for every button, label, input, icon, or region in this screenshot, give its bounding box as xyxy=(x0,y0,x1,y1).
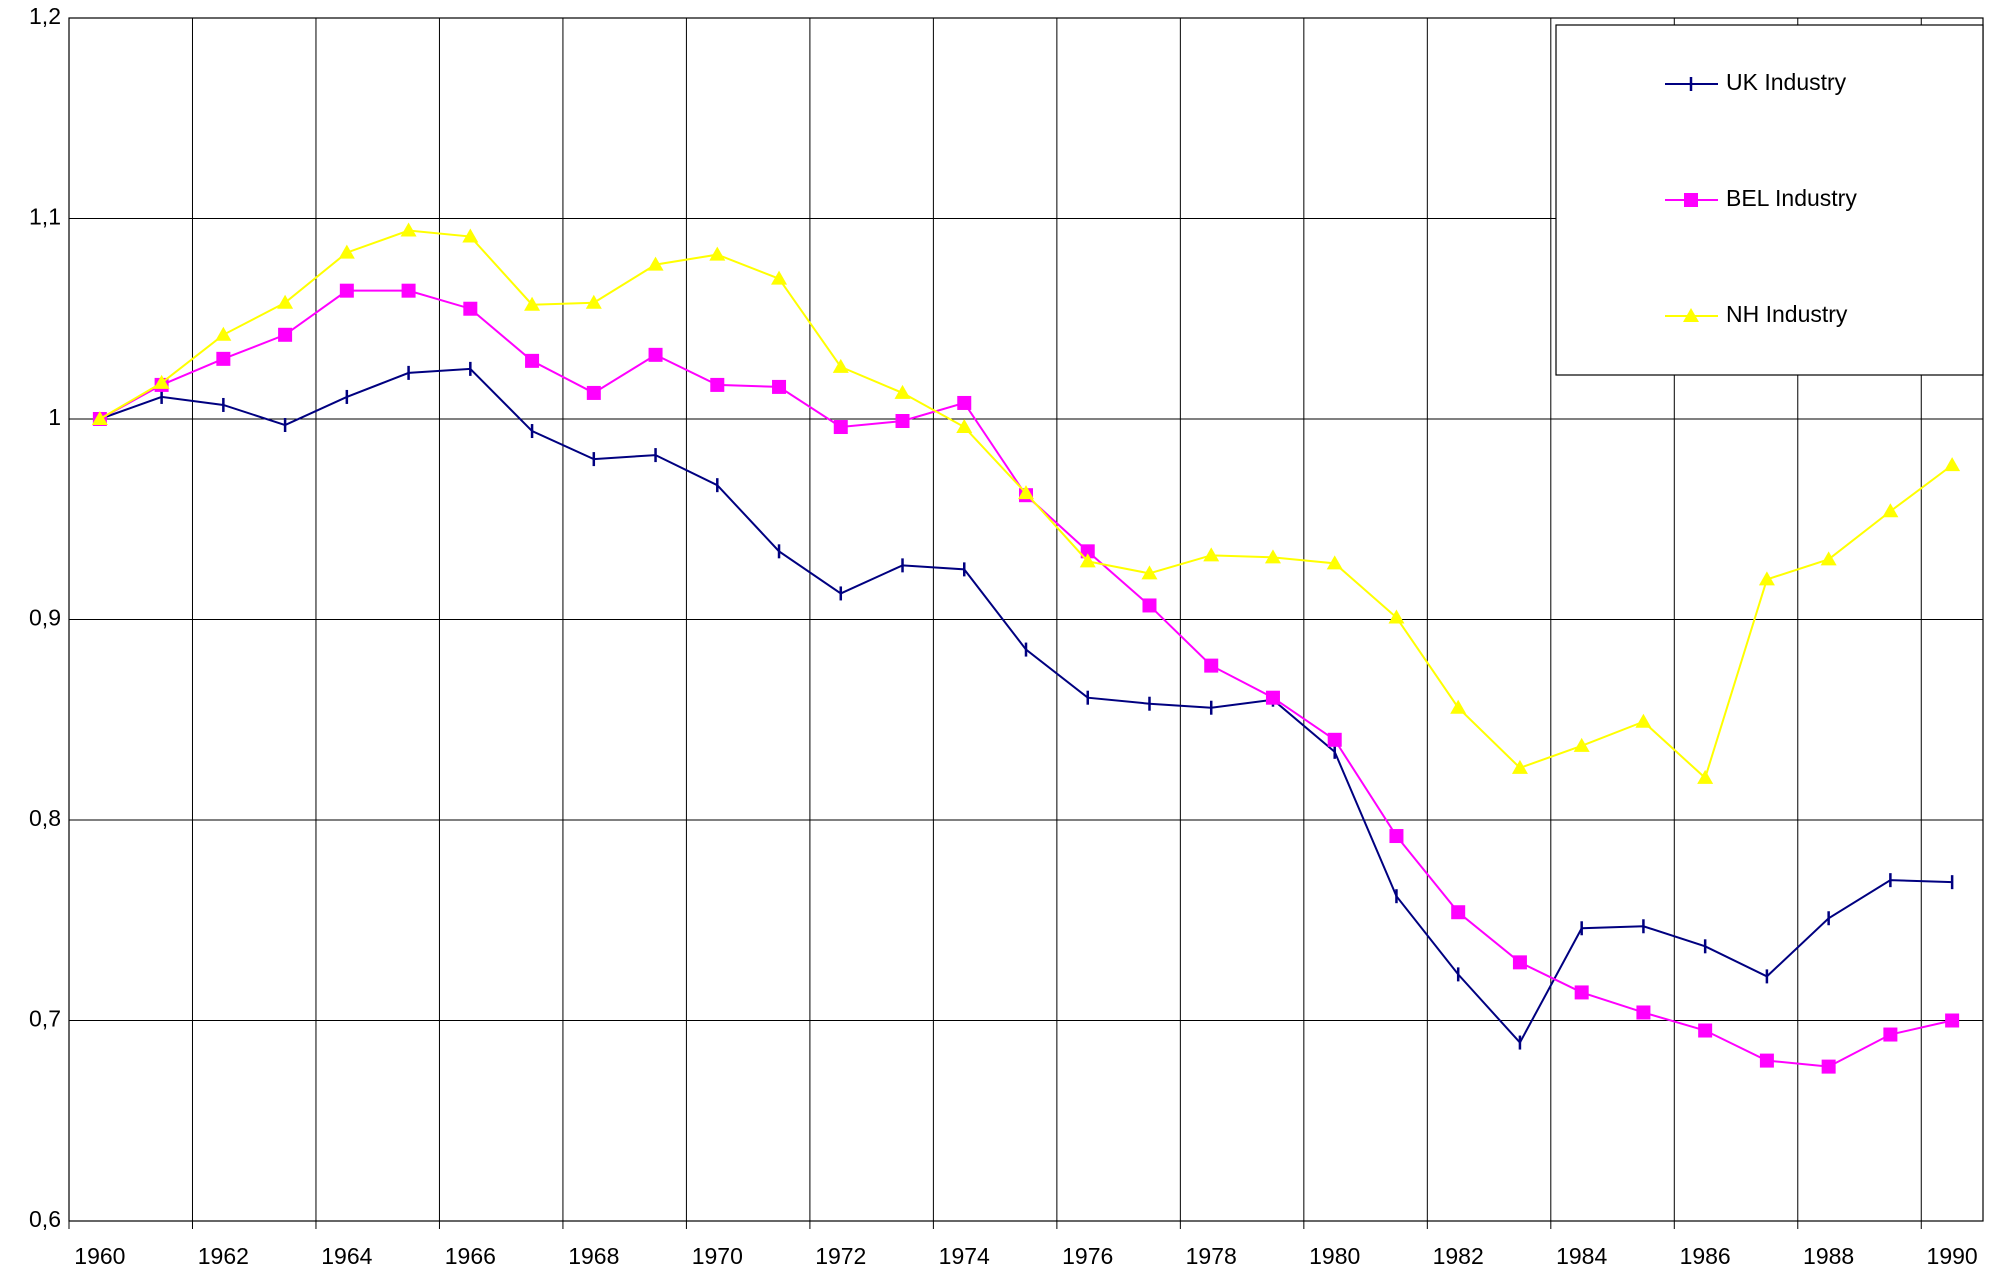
marker xyxy=(278,327,293,342)
marker xyxy=(1683,308,1699,322)
x-tick-label: 1976 xyxy=(1062,1243,1113,1269)
marker xyxy=(894,384,911,399)
marker xyxy=(91,411,108,425)
marker xyxy=(1684,193,1698,207)
marker xyxy=(709,246,726,261)
marker xyxy=(771,270,788,285)
marker xyxy=(1203,547,1220,562)
plot-frame xyxy=(68,17,1984,1222)
marker xyxy=(1326,555,1343,570)
marker xyxy=(1264,549,1281,564)
x-tick-label: 1986 xyxy=(1680,1243,1731,1269)
marker xyxy=(277,294,294,309)
y-tick-label: 1,2 xyxy=(29,3,61,29)
marker xyxy=(1451,905,1466,920)
marker xyxy=(401,283,416,298)
marker xyxy=(1018,485,1034,500)
x-tick-label: 1960 xyxy=(74,1243,125,1269)
x-tick-label: 1982 xyxy=(1433,1243,1484,1269)
y-tick-label: 1,1 xyxy=(29,204,61,230)
x-tick-label: 1970 xyxy=(692,1243,743,1269)
marker xyxy=(1945,1013,1960,1028)
marker xyxy=(1944,457,1961,472)
marker xyxy=(957,395,972,410)
marker xyxy=(1080,544,1095,559)
marker xyxy=(1450,699,1467,714)
marker xyxy=(216,351,231,366)
marker xyxy=(1388,609,1405,624)
x-tick-label: 1984 xyxy=(1556,1243,1607,1269)
y-tick-label: 0,8 xyxy=(29,805,61,831)
marker xyxy=(1265,690,1280,705)
x-tick-label: 1962 xyxy=(198,1243,249,1269)
marker xyxy=(1882,503,1899,518)
y-tick-label: 0,9 xyxy=(29,605,61,631)
marker xyxy=(215,326,232,341)
x-tick-label: 1968 xyxy=(568,1243,619,1269)
marker xyxy=(833,420,848,435)
marker xyxy=(338,244,355,259)
marker xyxy=(772,379,787,394)
y-tick-label: 1 xyxy=(48,404,61,430)
marker xyxy=(956,419,973,434)
marker xyxy=(1204,658,1219,673)
marker xyxy=(1883,1027,1898,1042)
marker xyxy=(400,222,417,237)
marker xyxy=(648,347,663,362)
marker xyxy=(832,358,849,373)
marker xyxy=(1821,1059,1836,1074)
marker xyxy=(1141,565,1158,580)
marker xyxy=(1636,1005,1651,1020)
marker xyxy=(1389,829,1404,844)
marker xyxy=(1759,1053,1774,1068)
marker xyxy=(339,283,354,298)
marker xyxy=(1573,737,1590,752)
x-tick-label: 1988 xyxy=(1803,1243,1854,1269)
marker xyxy=(525,353,540,368)
legend-label: NH Industry xyxy=(1726,301,1848,327)
y-tick-label: 0,6 xyxy=(29,1206,61,1232)
legend-box xyxy=(1555,24,1984,376)
marker xyxy=(586,385,601,400)
x-tick-label: 1964 xyxy=(321,1243,372,1269)
y-tick-label: 0,7 xyxy=(29,1006,61,1032)
x-tick-label: 1974 xyxy=(939,1243,990,1269)
legend-label: BEL Industry xyxy=(1726,185,1857,211)
x-tick-label: 1990 xyxy=(1927,1243,1978,1269)
marker xyxy=(647,256,664,271)
marker xyxy=(1079,553,1096,568)
x-tick-label: 1978 xyxy=(1186,1243,1237,1269)
marker xyxy=(1698,1023,1713,1038)
marker xyxy=(1635,713,1652,728)
marker xyxy=(585,294,602,309)
marker xyxy=(1511,759,1528,774)
x-tick-label: 1980 xyxy=(1309,1243,1360,1269)
marker xyxy=(153,374,170,389)
marker xyxy=(463,301,478,316)
marker xyxy=(1820,551,1837,566)
marker xyxy=(1758,571,1775,586)
marker xyxy=(1142,598,1157,613)
marker xyxy=(1512,955,1527,970)
marker xyxy=(462,228,479,243)
marker xyxy=(895,414,910,429)
x-tick-label: 1972 xyxy=(815,1243,866,1269)
marker xyxy=(1697,769,1714,784)
marker xyxy=(1327,732,1342,747)
x-tick-label: 1966 xyxy=(445,1243,496,1269)
marker xyxy=(1574,985,1589,1000)
marker xyxy=(524,296,541,311)
legend-label: UK Industry xyxy=(1726,69,1847,95)
marker xyxy=(710,377,725,392)
